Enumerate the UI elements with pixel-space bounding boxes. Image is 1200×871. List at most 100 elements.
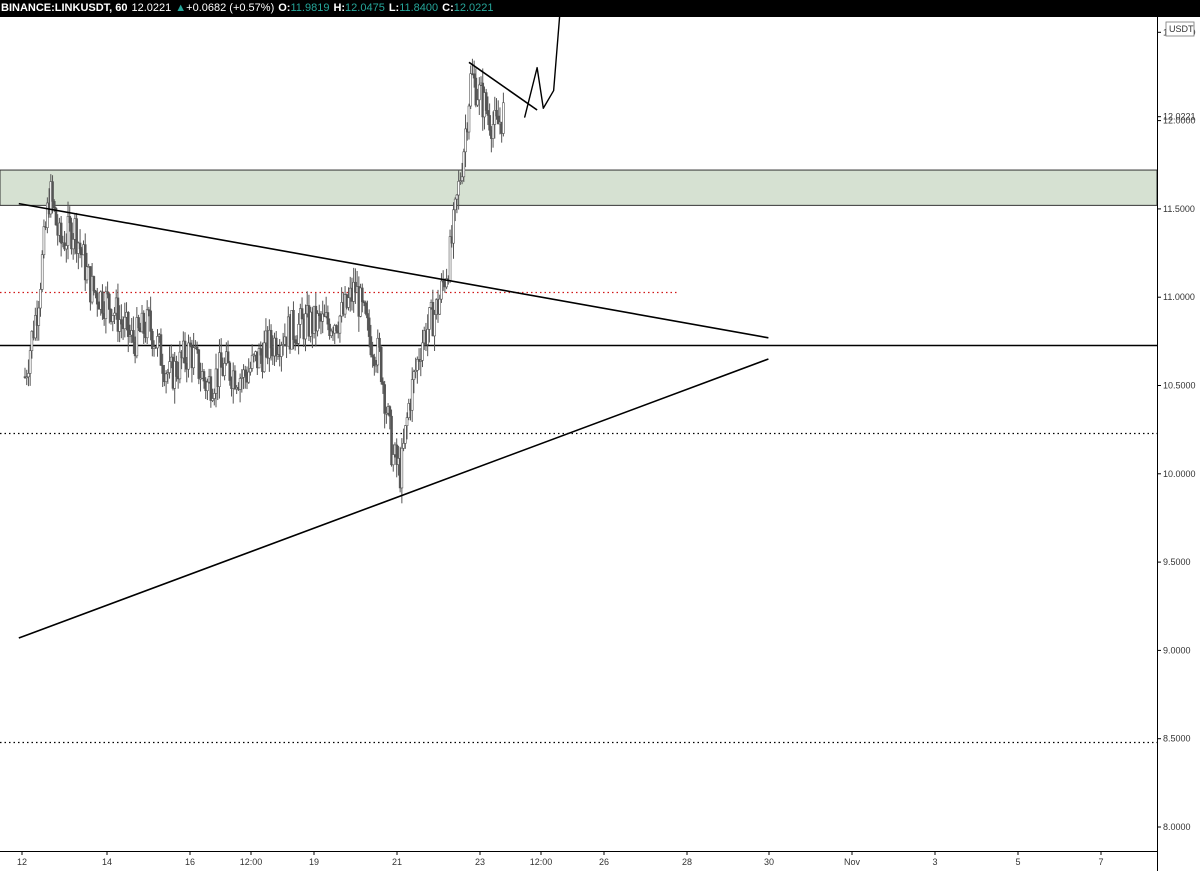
candle-body — [469, 73, 472, 107]
candle-body — [233, 370, 237, 390]
high-label: H: — [333, 2, 346, 14]
candle-body — [300, 308, 304, 320]
candle-body — [188, 342, 192, 347]
candle-body — [156, 336, 159, 349]
time-tick-label: 5 — [1015, 857, 1020, 867]
candle-body — [149, 310, 152, 332]
candle-body — [40, 254, 44, 290]
candle-body — [199, 377, 202, 380]
time-tick-label: 16 — [185, 857, 195, 867]
price-chart[interactable]: 8.0000 8.5000 9.0000 9.5000 10.0000 10.5000 11… — [0, 17, 1200, 871]
candle-body — [371, 354, 374, 358]
candle-body — [464, 128, 467, 153]
time-tick-label: Nov — [844, 857, 861, 867]
time-tick-label: 3 — [932, 857, 937, 867]
candle-body — [128, 334, 132, 337]
candle-body — [496, 115, 500, 125]
candle-body — [383, 384, 386, 414]
candle-body — [151, 331, 154, 349]
candle-body — [416, 359, 419, 371]
time-tick-label: 7 — [1098, 857, 1103, 867]
candle-body — [335, 325, 338, 332]
candle-body — [338, 315, 342, 334]
candle-body — [257, 348, 261, 369]
currency-box[interactable] — [1165, 21, 1195, 37]
time-tick-label: 21 — [392, 857, 402, 867]
candle-body — [484, 92, 488, 111]
candle-body — [118, 319, 121, 332]
low-label: L: — [388, 2, 400, 14]
price-change: +0.0682 (+0.57%) — [186, 2, 275, 14]
price-tick-label: 10.0000 — [1163, 469, 1196, 479]
candle-body — [328, 323, 331, 336]
candle-body — [168, 361, 171, 373]
candle-body — [108, 293, 111, 310]
candle-body — [316, 313, 319, 332]
candle-body — [359, 287, 362, 317]
candle-body — [137, 317, 140, 329]
candle-body — [211, 398, 214, 401]
candle-body — [378, 337, 381, 348]
trendline-2[interactable] — [468, 61, 538, 111]
candle-body — [385, 412, 388, 415]
trendline-1[interactable] — [18, 358, 769, 639]
candle-body — [362, 301, 366, 304]
candle-body — [433, 314, 436, 337]
price-tick-label: 8.5000 — [1163, 734, 1191, 744]
price-tick-label: 11.0000 — [1163, 292, 1195, 302]
candle-body — [27, 373, 30, 378]
candle-body — [400, 447, 404, 489]
candle-body — [68, 216, 72, 224]
candle-body — [37, 307, 41, 326]
candle-body — [280, 345, 283, 357]
candle-body — [219, 352, 223, 368]
candle-body — [240, 377, 244, 379]
candle-body — [187, 342, 190, 370]
price-tick-label: 8.0000 — [1163, 822, 1191, 832]
candle-body — [412, 371, 416, 380]
plot-area[interactable] — [0, 17, 1158, 744]
candle-body — [304, 313, 307, 340]
candle-body — [71, 239, 75, 250]
candle-body — [83, 244, 87, 281]
candle-body — [493, 110, 497, 125]
projection-arrow[interactable] — [524, 17, 566, 118]
price-tick-label: 10.5000 — [1163, 381, 1196, 391]
candle-body — [491, 124, 495, 139]
candle-body — [228, 362, 232, 381]
candle-body — [132, 330, 135, 343]
candle-body — [455, 194, 459, 200]
candle-body — [85, 266, 89, 281]
candle-body — [347, 297, 350, 308]
candle-body — [440, 280, 443, 300]
candle-body — [462, 151, 466, 178]
axes: 8.0000 8.5000 9.0000 9.5000 10.0000 10.5000 11… — [0, 17, 1196, 871]
close-value: 12.0221 — [453, 2, 494, 14]
time-tick-label: 28 — [682, 857, 692, 867]
last-price: 12.0221 — [131, 2, 172, 14]
symbol-label[interactable]: BINANCE:LINKUSDT, 60 — [1, 2, 128, 14]
candle-body — [243, 369, 247, 377]
candle-body — [269, 329, 273, 349]
candle-body — [445, 278, 448, 288]
support-zone[interactable] — [0, 169, 1158, 206]
candle-body — [209, 376, 213, 401]
candle-body — [381, 381, 385, 385]
candle-body — [95, 292, 99, 305]
candle-body — [212, 393, 216, 399]
open-label: O: — [278, 2, 291, 14]
candle-body — [113, 312, 116, 316]
candle-body — [405, 417, 409, 426]
candle-body — [195, 346, 199, 351]
candle-body — [419, 360, 423, 362]
candle-body — [426, 328, 429, 345]
candle-body — [274, 337, 278, 357]
candle-body — [52, 201, 56, 209]
candle-body — [262, 342, 266, 372]
time-tick-label: 30 — [764, 857, 774, 867]
candle-body — [373, 356, 376, 367]
candle-body — [123, 316, 127, 330]
trendline-0[interactable] — [18, 202, 769, 339]
candle-body — [472, 73, 476, 79]
candle-body — [247, 371, 251, 383]
